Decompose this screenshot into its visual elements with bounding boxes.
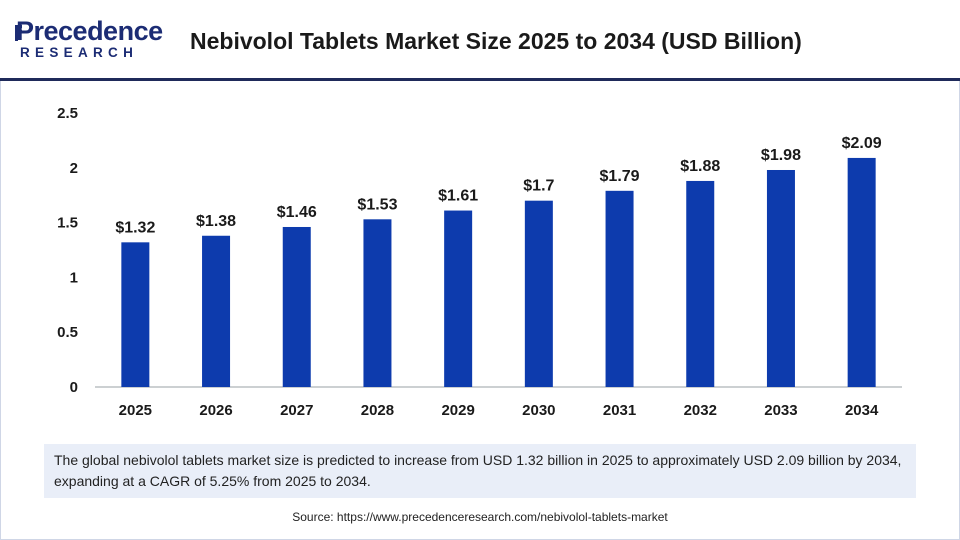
data-label: $1.98 bbox=[761, 147, 801, 164]
data-label: $1.53 bbox=[357, 196, 397, 213]
x-tick-label: 2028 bbox=[361, 402, 394, 419]
bar bbox=[605, 190, 634, 387]
brand-name: Precedence bbox=[16, 16, 163, 46]
y-tick-label: 0 bbox=[70, 379, 78, 396]
x-tick-label: 2029 bbox=[441, 402, 474, 419]
x-tick-label: 2025 bbox=[119, 402, 152, 419]
bar bbox=[444, 210, 473, 387]
x-tick-label: 2034 bbox=[845, 402, 879, 419]
y-tick-label: 2 bbox=[70, 160, 78, 177]
chart-caption: The global nebivolol tablets market size… bbox=[44, 444, 916, 498]
source-note: Source: https://www.precedenceresearch.c… bbox=[292, 510, 668, 524]
data-label: $2.09 bbox=[842, 135, 882, 152]
logo-mark-icon bbox=[15, 25, 22, 41]
bar bbox=[202, 235, 231, 387]
x-tick-label: 2027 bbox=[280, 402, 313, 419]
bar bbox=[282, 226, 311, 387]
data-label: $1.38 bbox=[196, 213, 236, 230]
data-label: $1.61 bbox=[438, 188, 478, 205]
bar bbox=[524, 200, 553, 387]
brand-logo: Precedence RESEARCH bbox=[15, 16, 166, 64]
x-tick-label: 2030 bbox=[522, 402, 555, 419]
x-tick-label: 2026 bbox=[199, 402, 232, 419]
y-tick-label: 2.5 bbox=[57, 105, 78, 122]
data-label: $1.79 bbox=[600, 168, 640, 185]
brand-sub: RESEARCH bbox=[20, 45, 139, 60]
data-label: $1.32 bbox=[115, 219, 155, 236]
chart-title: Nebivolol Tablets Market Size 2025 to 20… bbox=[190, 28, 802, 54]
bar bbox=[847, 157, 876, 387]
x-tick-label: 2031 bbox=[603, 402, 636, 419]
bar bbox=[686, 180, 715, 387]
header: Precedence RESEARCH Nebivolol Tablets Ma… bbox=[0, 0, 960, 78]
bar bbox=[121, 242, 150, 387]
x-tick-label: 2032 bbox=[684, 402, 717, 419]
x-tick-label: 2033 bbox=[764, 402, 797, 419]
bar bbox=[363, 219, 392, 387]
data-label: $1.46 bbox=[277, 204, 317, 221]
y-tick-label: 1.5 bbox=[57, 215, 78, 232]
y-tick-label: 1 bbox=[70, 269, 78, 286]
bar-chart: 0 0.5 1 1.5 2 2.5 $1.32 2025 $1.38 2026 $1.46 2027 $… bbox=[57, 105, 902, 419]
header-divider bbox=[0, 78, 960, 81]
y-tick-label: 0.5 bbox=[57, 324, 78, 341]
bar bbox=[766, 169, 795, 387]
data-label: $1.88 bbox=[680, 158, 720, 175]
data-label: $1.7 bbox=[523, 178, 554, 195]
